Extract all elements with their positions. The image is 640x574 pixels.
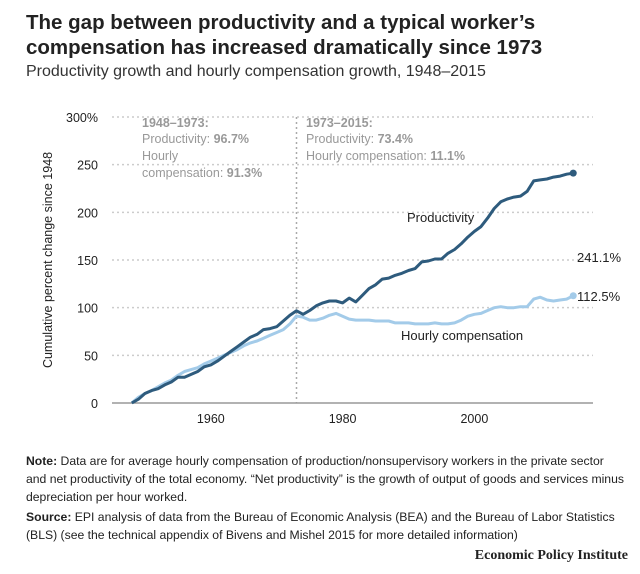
y-tick-label: 300%: [66, 111, 98, 125]
series-line-productivity: [131, 171, 574, 405]
x-tick-labels: 1960 1980 2000: [197, 412, 488, 426]
x-tick-label: 2000: [460, 412, 488, 426]
period1-heading: 1948–1973:: [142, 116, 209, 130]
y-tick-label: 250: [77, 159, 98, 173]
chart-title: The gap between productivity and a typic…: [26, 11, 543, 59]
gridlines: [112, 116, 593, 357]
publisher-logo: Economic Policy Institute: [474, 548, 628, 563]
period1-compensation: compensation: 91.3%: [142, 166, 262, 180]
y-tick-label: 100: [77, 302, 98, 316]
y-tick-label: 200: [77, 206, 98, 220]
series-label-productivity: Productivity: [407, 210, 475, 225]
end-label-hourly-compensation: 112.5%: [577, 289, 621, 304]
chart-source: Source: EPI analysis of data from the Bu…: [26, 510, 615, 542]
y-tick-label: 0: [91, 397, 98, 411]
y-tick-labels: 0 50 100 150 200 250 300%: [66, 111, 98, 411]
x-tick-label: 1980: [329, 412, 357, 426]
series-label-hourly-compensation: Hourly compensation: [401, 328, 523, 343]
period2-heading: 1973–2015:: [306, 116, 373, 130]
line-chart: 0 50 100 150 200 250 300% 1960 1980 2000 Cumulat…: [41, 111, 622, 426]
y-tick-label: 150: [77, 254, 98, 268]
end-point-productivity: [569, 169, 577, 177]
series-line-hourly-compensation: [130, 294, 574, 405]
y-tick-label: 50: [84, 349, 98, 363]
period2-compensation: Hourly compensation: 11.1%: [306, 149, 465, 163]
x-tick-label: 1960: [197, 412, 225, 426]
period2-productivity: Productivity: 73.4%: [306, 132, 413, 146]
chart-subtitle: Productivity growth and hourly compensat…: [26, 63, 486, 80]
period1-comp-label: Hourly: [142, 149, 179, 163]
end-label-productivity: 241.1%: [577, 250, 622, 265]
chart-note: Note: Data are for average hourly compen…: [26, 454, 624, 504]
period1-productivity: Productivity: 96.7%: [142, 132, 249, 146]
end-point-hourly-compensation: [569, 292, 577, 300]
y-axis-label: Cumulative percent change since 1948: [41, 152, 55, 368]
